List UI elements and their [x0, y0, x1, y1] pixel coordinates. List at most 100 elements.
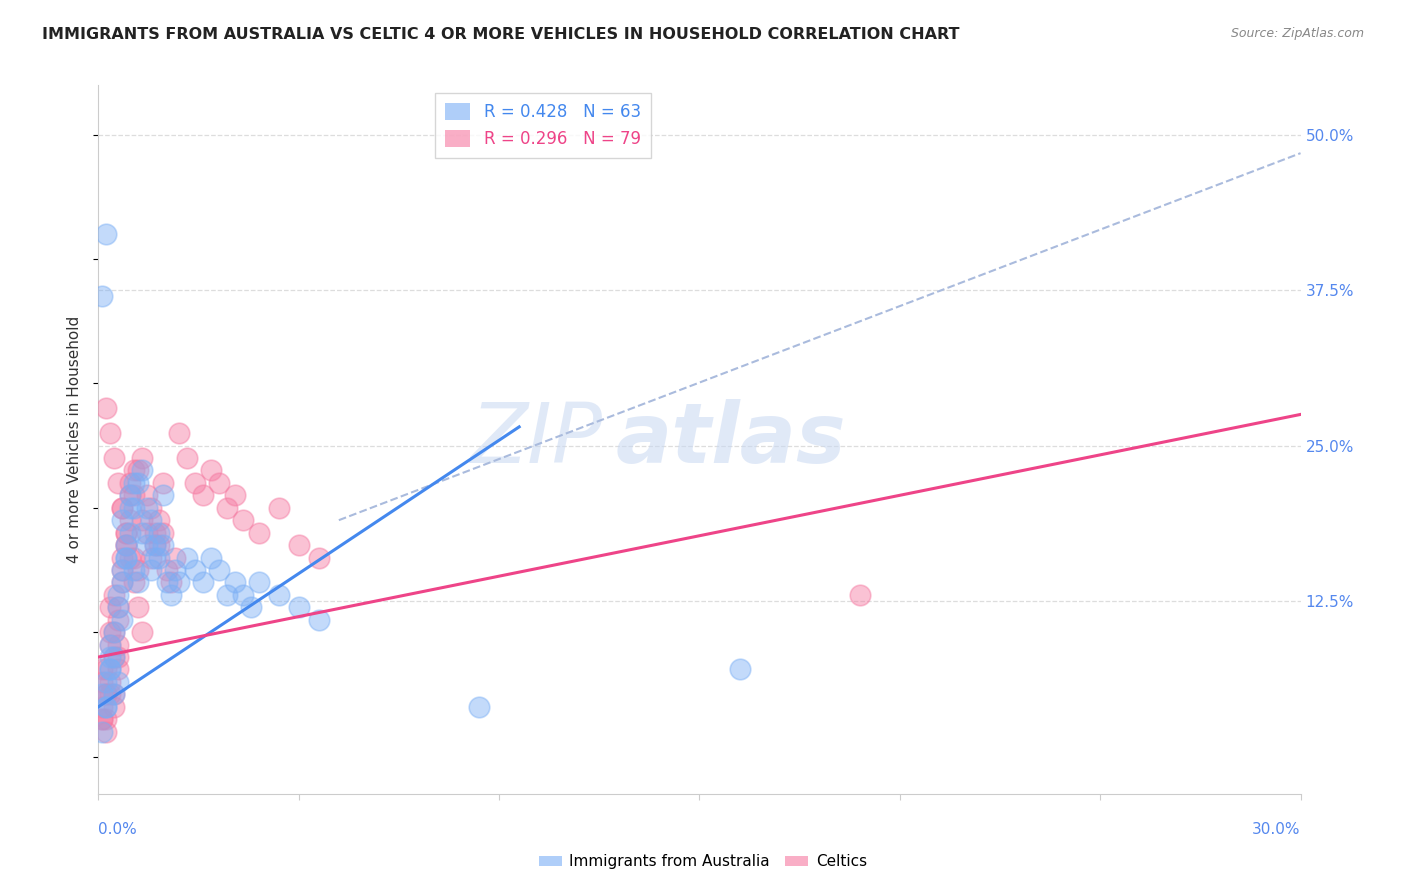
- Point: [143, 538, 166, 552]
- Point: [143, 550, 166, 565]
- Point: [128, 563, 150, 577]
- Point: [115, 538, 138, 552]
- Point: [91, 687, 114, 701]
- Point: [176, 550, 198, 565]
- Point: [103, 687, 125, 701]
- Point: [131, 463, 153, 477]
- Point: [103, 650, 125, 665]
- Point: [107, 613, 129, 627]
- Point: [96, 401, 118, 416]
- Point: [96, 687, 118, 701]
- Point: [124, 550, 146, 565]
- Point: [167, 426, 190, 441]
- Point: [143, 525, 166, 540]
- Text: IMMIGRANTS FROM AUSTRALIA VS CELTIC 4 OR MORE VEHICLES IN HOUSEHOLD CORRELATION : IMMIGRANTS FROM AUSTRALIA VS CELTIC 4 OR…: [42, 27, 960, 42]
- Point: [96, 699, 118, 714]
- Point: [100, 638, 122, 652]
- Point: [308, 613, 330, 627]
- Point: [115, 525, 138, 540]
- Point: [208, 563, 231, 577]
- Point: [120, 525, 142, 540]
- Point: [143, 538, 166, 552]
- Point: [167, 575, 190, 590]
- Point: [308, 550, 330, 565]
- Point: [103, 699, 125, 714]
- Point: [111, 513, 134, 527]
- Point: [163, 563, 186, 577]
- Point: [148, 550, 170, 565]
- Point: [91, 289, 114, 303]
- Point: [215, 500, 238, 515]
- Point: [111, 550, 134, 565]
- Point: [124, 488, 146, 502]
- Point: [107, 650, 129, 665]
- Point: [200, 550, 222, 565]
- Legend: R = 0.428   N = 63, R = 0.296   N = 79: R = 0.428 N = 63, R = 0.296 N = 79: [436, 93, 651, 158]
- Point: [100, 638, 122, 652]
- Point: [107, 600, 129, 615]
- Point: [728, 663, 751, 677]
- Point: [128, 475, 150, 490]
- Legend: Immigrants from Australia, Celtics: Immigrants from Australia, Celtics: [533, 848, 873, 875]
- Point: [239, 600, 262, 615]
- Point: [288, 600, 311, 615]
- Point: [107, 638, 129, 652]
- Point: [135, 500, 157, 515]
- Point: [107, 663, 129, 677]
- Point: [131, 525, 153, 540]
- Text: atlas: atlas: [616, 399, 846, 480]
- Point: [91, 724, 114, 739]
- Point: [232, 513, 254, 527]
- Point: [103, 588, 125, 602]
- Point: [200, 463, 222, 477]
- Point: [103, 625, 125, 640]
- Point: [135, 525, 157, 540]
- Point: [124, 475, 146, 490]
- Point: [215, 588, 238, 602]
- Point: [100, 426, 122, 441]
- Point: [107, 600, 129, 615]
- Point: [128, 600, 150, 615]
- Point: [124, 463, 146, 477]
- Point: [124, 575, 146, 590]
- Point: [152, 475, 174, 490]
- Point: [96, 227, 118, 241]
- Point: [131, 450, 153, 465]
- Point: [152, 488, 174, 502]
- Point: [91, 712, 114, 726]
- Point: [232, 588, 254, 602]
- Point: [152, 525, 174, 540]
- Point: [100, 687, 122, 701]
- Point: [135, 488, 157, 502]
- Point: [468, 699, 491, 714]
- Point: [131, 625, 153, 640]
- Point: [139, 563, 162, 577]
- Point: [100, 663, 122, 677]
- Point: [96, 712, 118, 726]
- Point: [135, 538, 157, 552]
- Point: [107, 588, 129, 602]
- Point: [111, 500, 134, 515]
- Point: [96, 699, 118, 714]
- Point: [120, 475, 142, 490]
- Point: [148, 538, 170, 552]
- Text: Source: ZipAtlas.com: Source: ZipAtlas.com: [1230, 27, 1364, 40]
- Point: [247, 525, 270, 540]
- Point: [91, 712, 114, 726]
- Point: [96, 663, 118, 677]
- Point: [155, 575, 177, 590]
- Point: [191, 488, 214, 502]
- Point: [111, 563, 134, 577]
- Point: [115, 538, 138, 552]
- Point: [103, 687, 125, 701]
- Point: [103, 450, 125, 465]
- Point: [111, 575, 134, 590]
- Point: [91, 699, 114, 714]
- Point: [96, 687, 118, 701]
- Point: [96, 674, 118, 689]
- Point: [111, 575, 134, 590]
- Point: [111, 563, 134, 577]
- Point: [191, 575, 214, 590]
- Point: [139, 513, 162, 527]
- Point: [91, 674, 114, 689]
